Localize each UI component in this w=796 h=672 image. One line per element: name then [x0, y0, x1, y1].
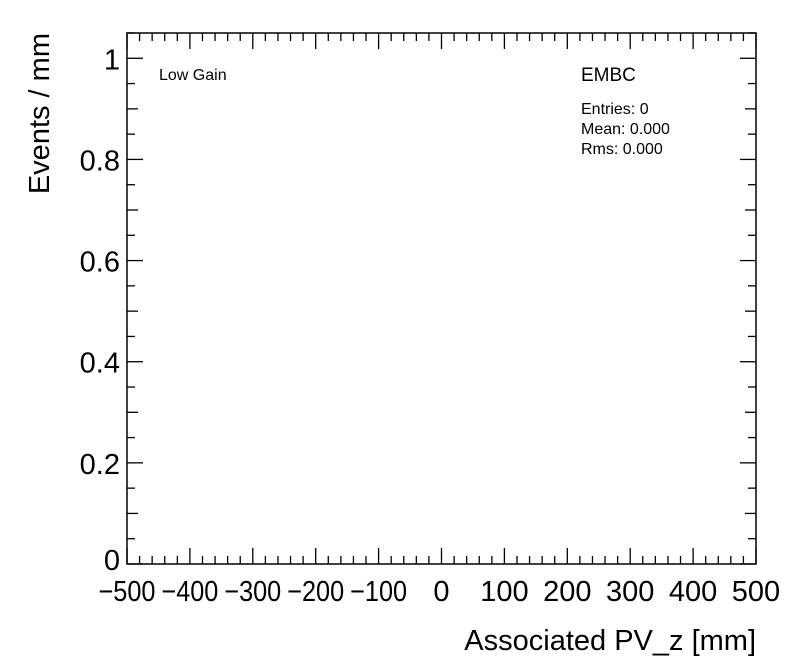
y-tick-label: 1 [104, 44, 120, 76]
stats-mean: Mean: 0.000 [581, 121, 670, 138]
x-axis-title: Associated PV_z [mm] [464, 625, 756, 657]
y-tick-label: 0.2 [80, 449, 120, 481]
x-tick-label: 200 [543, 576, 591, 608]
x-tick-label: −100 [350, 574, 407, 607]
x-tick-label: −200 [287, 574, 344, 607]
plot-frame [126, 32, 757, 565]
stats-title: EMBC [581, 65, 636, 86]
axis-ticks [126, 32, 757, 565]
y-tick-label: 0.8 [80, 145, 120, 177]
x-tick-label: −400 [161, 574, 218, 607]
x-tick-label: 0 [433, 576, 449, 608]
x-tick-label: 500 [732, 576, 780, 608]
x-tick-label: 100 [480, 576, 528, 608]
x-tick-labels: −500 −400 −300 −200 −100 0 100 200 300 400 500 [99, 574, 781, 608]
x-tick-label: −500 [99, 574, 156, 607]
x-tick-label: 400 [669, 576, 717, 608]
stats-entries: Entries: 0 [581, 101, 649, 118]
x-tick-label: −300 [224, 574, 281, 607]
low-gain-label: Low Gain [159, 67, 227, 84]
x-tick-label: 300 [606, 576, 654, 608]
y-tick-label: 0.6 [80, 247, 120, 279]
y-axis-title: Events / mm [24, 33, 56, 194]
stats-rms: Rms: 0.000 [581, 141, 663, 158]
y-tick-label: 0.4 [80, 348, 120, 380]
y-tick-label: 0 [104, 545, 120, 577]
y-tick-labels: 0 0.2 0.4 0.6 0.8 1 [80, 44, 120, 577]
